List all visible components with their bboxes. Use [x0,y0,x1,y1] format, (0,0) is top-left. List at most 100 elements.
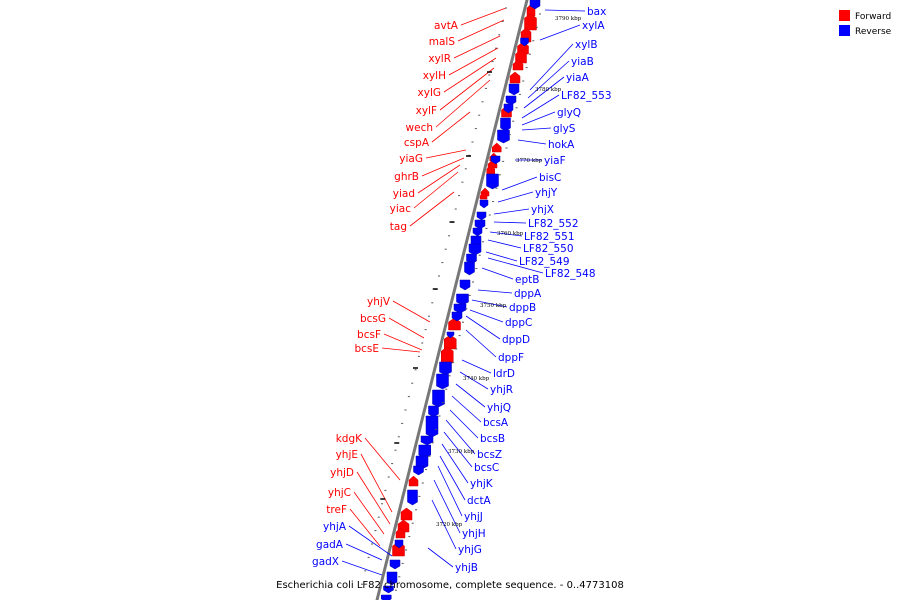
forward-gene-block [441,346,454,364]
reverse-gene-label: ldrD [493,368,515,380]
reverse-gene-block [505,95,517,106]
leader-line [413,171,459,209]
kbp-label: 3770 kbp [516,158,543,164]
reverse-gene-block [503,103,514,114]
leader-line [501,176,538,191]
forward-gene-label: bcsG [360,313,386,325]
forward-gene-label: bcsE [354,343,379,355]
reverse-gene-label: glyQ [557,107,581,119]
leader-line [421,157,465,177]
leader-line [459,371,489,390]
reverse-gene-block [453,303,467,314]
reverse-gene-block [486,173,499,190]
reverse-gene-block [459,279,471,291]
kbp-label: 3790 kbp [555,16,582,22]
reverse-gene-label: yhjJ [464,511,483,523]
leader-line [481,267,514,280]
leader-line [521,111,556,126]
reverse-gene-label: yiaB [571,56,594,68]
leader-line [388,317,425,339]
legend: Forward Reverse [839,10,892,37]
reverse-gene-block [446,331,455,339]
leader-line [465,329,497,358]
forward-gene-label: yhjE [336,449,358,461]
kbp-label: 3780 kbp [535,87,562,93]
reverse-gene-label: dppC [505,317,532,329]
forward-gene-block [509,71,521,84]
forward-gene-block [492,142,502,153]
leader-line [471,299,508,308]
leader-line [435,79,491,128]
legend-forward-label: Forward [855,12,891,22]
leader-line [392,300,431,323]
reverse-gene-block [474,219,486,230]
reverse-gene-label: xylA [582,20,605,32]
leader-line [439,67,495,111]
reverse-gene-label: dppB [509,302,536,314]
leader-line [487,257,544,274]
reverse-gene-block [420,435,434,446]
reverse-gene-label: yhjY [535,187,558,199]
reverse-gene-block [436,373,449,390]
legend-forward-swatch [839,10,850,21]
reverse-gene-block [432,389,445,408]
leader-line [341,560,383,576]
reverse-gene-block [407,489,418,506]
reverse-gene-label: yhjA [323,521,347,533]
reverse-gene-block [389,559,401,570]
forward-gene-block [395,527,406,539]
leader-line [445,419,476,455]
leader-line [443,431,473,468]
reverse-gene-label: LF82_553 [561,90,612,102]
reverse-gene-block [451,311,463,322]
forward-gene-block [524,13,537,31]
leader-line [493,221,527,224]
leader-line [431,111,471,143]
leader-line [431,499,457,550]
forward-gene-label: xylF [416,105,437,117]
leader-line [493,208,530,215]
backbone-ticks [360,7,541,591]
forward-gene-block [479,191,488,200]
forward-gene-block [515,49,527,64]
leader-line [544,9,586,12]
leader-line [460,7,507,26]
kbp-scale-labels: 3790 kbp 3780 kbp 3770 kbp 3760 kbp 3750 kbp… [436,16,582,528]
forward-gene-block [400,507,413,521]
leader-line [345,543,383,561]
reverse-gene-block [468,243,482,256]
forward-gene-block [512,59,524,71]
leader-line [451,395,482,423]
reverse-gene-block [472,227,483,237]
reverse-gene-label: yhjB [455,562,478,574]
leader-line [527,60,570,99]
reverse-gene-label: bcsA [483,417,509,429]
map-caption: Escherichia coli LF82 chromosome, comple… [276,580,624,591]
reverse-gene-block [508,83,520,96]
reverse-gene-block [476,211,487,221]
reverse-gene-label: yiaA [566,72,590,84]
leader-line [487,239,522,249]
leader-line [427,547,454,568]
kbp-label: 3760 kbp [497,231,524,237]
leader-line [383,333,423,351]
leader-line [465,315,501,340]
leader-line [521,94,560,119]
forward-gene-label: yhjC [328,487,351,499]
forward-gene-label: yhjV [367,296,391,308]
reverse-gene-label: LF82_551 [524,231,575,243]
leader-line [477,289,513,294]
forward-gene-label: ghrB [394,171,419,183]
leader-line [356,471,391,525]
leader-line [461,359,492,374]
forward-gene-label: yiac [390,203,412,215]
reverse-gene-label: bcsZ [477,449,502,461]
forward-gene-label: tag [390,221,407,233]
leader-line [409,191,455,227]
reverse-gene-label: yhjH [462,528,486,540]
reverse-gene-block [413,465,424,476]
leader-line [439,455,466,501]
reverse-gene-block [439,361,452,376]
leader-line [437,465,463,517]
